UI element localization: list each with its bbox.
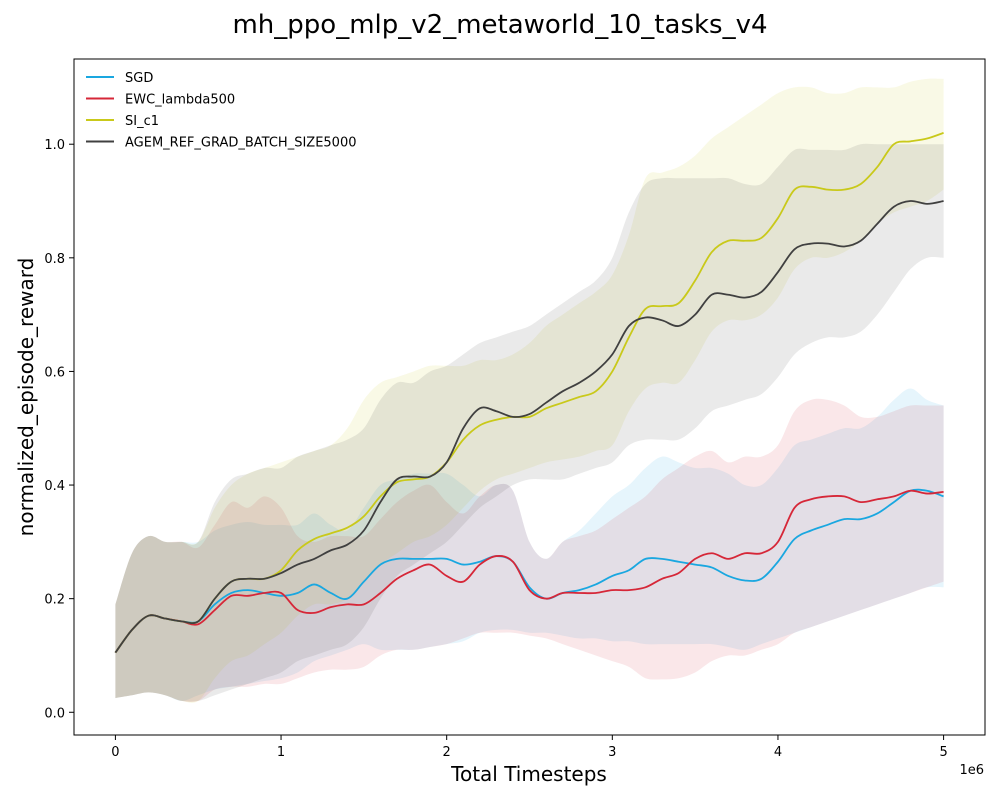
y-tick-label: 0.8 — [44, 252, 65, 267]
y-tick-label: 0.2 — [44, 593, 65, 608]
x-axis-ticks: 0 1 2 3 4 5 — [111, 735, 948, 760]
legend-label: SGD — [125, 71, 153, 86]
band-series-2 — [115, 78, 944, 703]
y-tick-label: 0.6 — [44, 365, 65, 380]
y-tick-label: 1.0 — [44, 138, 65, 153]
legend: SGD EWC_lambda500 SI_c1 AGEM_REF_GRAD_BATCH… — [86, 71, 357, 151]
legend-label: AGEM_REF_GRAD_BATCH_SIZE5000 — [125, 136, 357, 151]
chart-title: mh_ppo_mlp_v2_metaworld_10_tasks_v4 — [232, 10, 767, 40]
line-series-0 — [114, 488, 944, 654]
band-series-1 — [115, 398, 944, 703]
y-tick-label: 0.0 — [44, 706, 65, 721]
y-axis-ticks: 0.0 0.2 0.4 0.6 0.8 1.0 — [44, 138, 74, 721]
confidence-bands — [115, 78, 944, 703]
series-lines — [114, 131, 944, 654]
band-series-3 — [115, 143, 944, 702]
y-tick-label: 0.4 — [44, 479, 65, 494]
x-tick-label: 3 — [608, 745, 616, 760]
legend-label: EWC_lambda500 — [125, 93, 235, 108]
x-axis-offset-label: 1e6 — [959, 763, 984, 778]
plot-frame — [73, 58, 986, 736]
band-series-0 — [115, 388, 944, 701]
legend-label: SI_c1 — [125, 114, 159, 129]
line-series-1 — [114, 489, 944, 654]
x-tick-label: 1 — [277, 745, 285, 760]
line-series-3 — [114, 200, 944, 654]
y-axis-label: normalized_episode_reward — [14, 258, 38, 537]
x-tick-label: 4 — [774, 745, 782, 760]
x-tick-label: 2 — [443, 745, 451, 760]
x-axis-label: Total Timesteps — [450, 762, 607, 786]
x-tick-label: 5 — [939, 745, 947, 760]
x-tick-label: 0 — [111, 745, 119, 760]
